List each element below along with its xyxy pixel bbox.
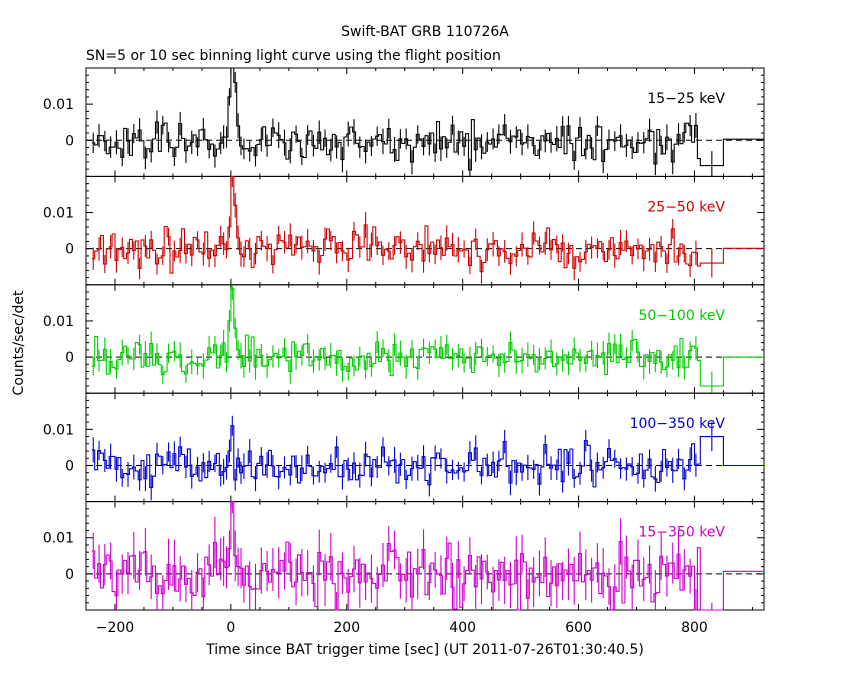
y-tick-label: 0.01 [43, 206, 74, 222]
panel-1: 0 0.01 15−25 keV [43, 67, 765, 177]
y-tick-label: 0.01 [43, 422, 74, 438]
y-tick-label: 0 [65, 242, 74, 258]
band-label: 100−350 keV [630, 416, 726, 432]
series-3 [91, 284, 764, 394]
panel-frame [85, 67, 765, 177]
x-tick-label: −200 [96, 620, 134, 636]
light-curve-line [91, 501, 764, 611]
y-tick-label: 0 [65, 567, 74, 583]
x-tick-label: 400 [449, 620, 476, 636]
x-tick-label: 0 [226, 620, 235, 636]
x-tick-label: 800 [681, 620, 708, 636]
x-axis-label: Time since BAT trigger time [sec] (UT 20… [205, 642, 644, 658]
band-label: 15−25 keV [647, 91, 725, 107]
panels-group: 0 0.01 15−25 keV 0 0.01 25−50 keV 0 0.01 50−100 … [43, 67, 765, 636]
panel-3: 0 0.01 50−100 keV [43, 284, 765, 394]
light-curve-line [91, 425, 764, 488]
light-curve-line [91, 67, 764, 171]
chart-title: Swift-BAT GRB 110726A [341, 24, 509, 40]
panel-4: 0 0.01 100−350 keV [43, 392, 765, 503]
panel-frame [85, 284, 765, 394]
y-tick-label: 0 [65, 133, 74, 149]
x-tick-label: 600 [565, 620, 592, 636]
chart-subtitle: SN=5 or 10 sec binning light curve using… [86, 48, 501, 64]
series-2 [91, 175, 764, 284]
panel-2: 0 0.01 25−50 keV [43, 175, 765, 286]
series-1 [91, 67, 764, 177]
panel-frame [85, 392, 765, 503]
light-curve-line [91, 287, 764, 387]
x-tick-label: 200 [333, 620, 360, 636]
series-5 [91, 501, 764, 611]
y-tick-label: 0 [65, 458, 74, 474]
y-axis-label: Counts/sec/det [11, 290, 27, 395]
panel-5: 0 0.01 15−350 keV −200 0 200 400 600 800 [43, 501, 765, 636]
y-tick-label: 0 [65, 350, 74, 366]
y-tick-label: 0.01 [43, 314, 74, 330]
series-4 [91, 415, 764, 501]
band-label: 50−100 keV [638, 308, 725, 324]
band-label: 25−50 keV [647, 199, 725, 215]
y-tick-label: 0.01 [43, 97, 74, 113]
y-tick-label: 0.01 [43, 531, 74, 547]
light-curve-line [91, 175, 764, 274]
panel-frame [85, 501, 765, 611]
band-label: 15−350 keV [638, 525, 725, 541]
